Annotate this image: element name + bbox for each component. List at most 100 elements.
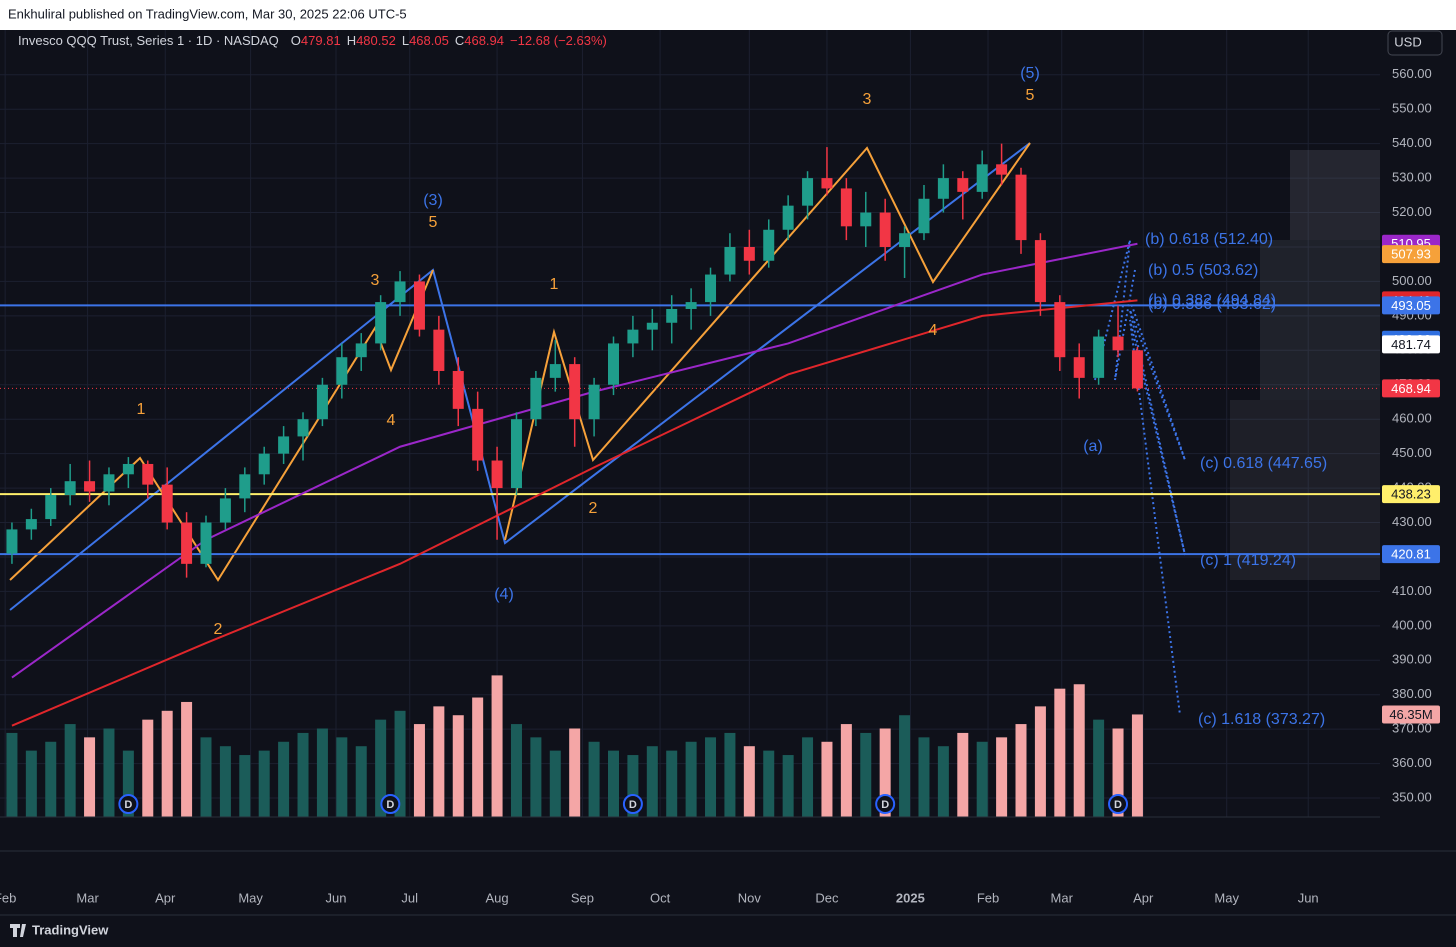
ohlc-key: L xyxy=(402,33,409,48)
y-tick-label: 370.00 xyxy=(1392,721,1432,736)
volume-bar xyxy=(879,728,891,817)
volume-bar xyxy=(510,724,522,817)
volume-bar xyxy=(200,737,212,817)
event-marker xyxy=(118,794,139,814)
x-tick-label: Jul xyxy=(401,890,418,905)
volume-bar xyxy=(375,719,387,817)
price-tag-label: 507.93 xyxy=(1391,247,1431,262)
volume-bar xyxy=(103,728,115,817)
candle-body xyxy=(1131,350,1143,389)
candle-body xyxy=(530,377,542,420)
volume-bar xyxy=(64,724,76,817)
volume-bar xyxy=(297,732,309,817)
price-tag-label: 468.94 xyxy=(1391,381,1431,396)
x-tick-label: 2025 xyxy=(896,890,925,905)
ohlc-key: C xyxy=(455,33,464,48)
wave-labels: 1 2 3 4 5 1 2 3 4 5 (3) (4) (5) (a) xyxy=(137,65,1103,638)
event-label: D xyxy=(124,799,132,811)
volume-bar xyxy=(569,728,581,817)
candle-body xyxy=(840,188,852,227)
candle-body xyxy=(258,453,270,475)
candle-body xyxy=(627,329,639,344)
candle-body xyxy=(122,463,134,475)
candle-body xyxy=(1015,174,1027,241)
x-tick-label: Feb xyxy=(0,890,16,905)
header-text: Enkhuliral published on TradingView.com,… xyxy=(8,6,407,21)
candle-body xyxy=(899,233,911,247)
event-label: D xyxy=(629,799,637,811)
brand-logo xyxy=(10,924,26,937)
volume-bar xyxy=(918,737,930,817)
wave-label: 5 xyxy=(429,214,438,231)
ohlc-value: 480.52 xyxy=(356,33,396,48)
price-tag xyxy=(1382,335,1440,354)
candle-body xyxy=(6,529,18,554)
candle-body xyxy=(802,178,814,206)
volume-bar xyxy=(161,710,173,817)
candle-body xyxy=(84,481,96,492)
volume-profile xyxy=(1260,240,1380,400)
y-tick-label: 550.00 xyxy=(1392,101,1432,116)
wave-line xyxy=(9,269,434,582)
header-bar xyxy=(0,0,1456,30)
candle-body xyxy=(472,408,484,461)
volume-bar xyxy=(724,732,736,817)
fib-label: (c) 1 (419.24) xyxy=(1200,552,1296,569)
wave-label: 1 xyxy=(137,401,146,418)
candle-body xyxy=(996,164,1008,175)
event-marker xyxy=(622,794,643,814)
volume-bar xyxy=(860,732,872,817)
fib-label: (b) 0.618 (512.40) xyxy=(1145,231,1273,248)
wave-line xyxy=(504,142,1031,541)
wave-label: 3 xyxy=(863,91,872,108)
volume-bar xyxy=(219,746,231,817)
candle-body xyxy=(607,343,619,385)
volume-bar xyxy=(627,755,639,817)
currency-button[interactable] xyxy=(1387,30,1443,56)
ohlc-value: 468.05 xyxy=(409,33,449,48)
volume-bar xyxy=(394,710,406,817)
candle-body xyxy=(976,164,988,192)
x-tick-label: Nov xyxy=(738,890,762,905)
wave-label: (4) xyxy=(494,586,514,603)
candle-body xyxy=(724,246,736,275)
event-label: D xyxy=(386,799,394,811)
candle-body xyxy=(705,274,717,303)
y-tick-label: 560.00 xyxy=(1392,66,1432,81)
volume-bar xyxy=(666,750,678,817)
volume-bar xyxy=(802,737,814,817)
currency-label[interactable]: USD xyxy=(1394,34,1421,49)
volume-bar xyxy=(705,737,717,817)
fib-label: (b) 0.5 (503.62) xyxy=(1148,262,1258,279)
candle-body xyxy=(375,302,387,344)
x-tick-label: Mar xyxy=(76,890,99,905)
x-tick-label: Sep xyxy=(571,890,594,905)
volume-bar xyxy=(937,746,949,817)
candle-body xyxy=(549,364,561,378)
volume-bar xyxy=(25,750,37,817)
symbol-name: Invesco QQQ Trust, Series 1 · 1D · NASDA… xyxy=(18,33,279,48)
candle-body xyxy=(1093,336,1105,378)
y-tick-label: 460.00 xyxy=(1392,411,1432,426)
wave-label: (5) xyxy=(1020,65,1040,82)
volume-bar xyxy=(84,737,96,817)
x-tick-label: Jun xyxy=(1298,890,1319,905)
y-tick-label: 540.00 xyxy=(1392,135,1432,150)
wave-label: (a) xyxy=(1083,438,1103,455)
ohlc-value: 479.81 xyxy=(301,33,341,48)
candle-body xyxy=(569,364,581,420)
candle-body xyxy=(646,322,658,330)
volume-bar xyxy=(45,741,57,817)
candle-body xyxy=(278,436,290,454)
x-tick-label: Apr xyxy=(1133,890,1154,905)
volume-bar xyxy=(1093,719,1105,817)
ohlc-value: 468.94 xyxy=(464,33,504,48)
wave-drawings xyxy=(9,142,1380,716)
wave-label: 1 xyxy=(550,276,559,293)
fib-label: (b) 0.386 (493.62) xyxy=(1148,296,1276,313)
candle-body xyxy=(1034,240,1046,303)
y-tick-label: 410.00 xyxy=(1392,583,1432,598)
candle-body xyxy=(588,384,600,420)
x-tick-label: Aug xyxy=(485,890,508,905)
volume-bar xyxy=(413,724,425,817)
